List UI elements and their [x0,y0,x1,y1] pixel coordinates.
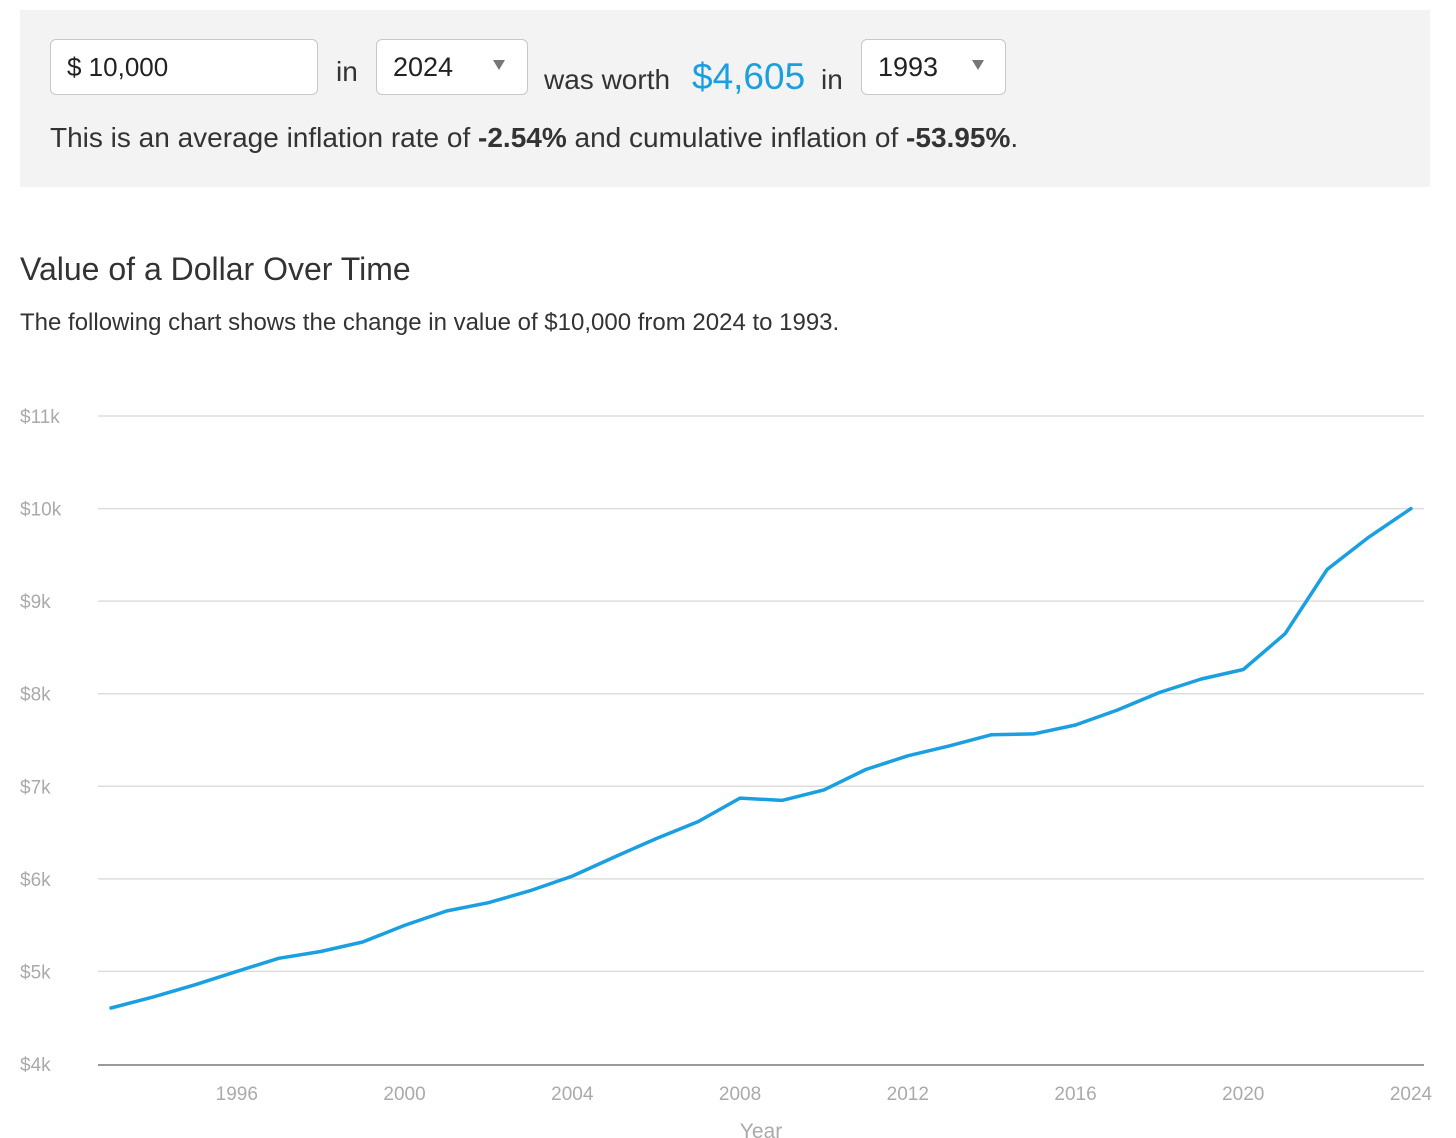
from-year-select[interactable]: 2024 [376,39,528,95]
was-worth-label: was worth [544,64,671,95]
summary-suffix: . [1010,122,1019,153]
inflation-summary: This is an average inflation rate of -2.… [50,122,1018,154]
in-label-2: in [821,64,843,95]
data-point [1200,677,1203,681]
x-tick-label: 2024 [1390,1084,1433,1105]
to-year-select[interactable]: 1993 [861,39,1006,95]
data-point [1367,535,1371,539]
data-point [1032,732,1035,736]
data-point [361,940,364,944]
x-tick-label: 2008 [719,1084,761,1105]
data-point [654,837,658,840]
chevron-down-icon [493,60,505,70]
data-point [780,799,784,802]
calculator-panel: in 2024 was worth $4,605 in 1993 This is… [20,10,1430,187]
series-line [109,506,1413,1010]
y-tick-label: $5k [20,962,51,983]
y-tick-label: $6k [20,870,51,891]
data-point [822,788,826,792]
x-tick-label: 2000 [383,1084,425,1105]
data-point [529,889,532,892]
data-point [445,909,448,913]
average-inflation-rate: -2.54% [478,122,567,153]
y-tick-label: $4k [20,1055,51,1076]
data-point [403,924,406,927]
data-point [193,983,197,986]
data-point [613,855,616,859]
x-tick-label: 2016 [1054,1084,1096,1105]
summary-prefix: This is an average inflation rate of [50,122,479,153]
y-tick-label: $9k [20,592,51,613]
y-tick-label: $7k [20,777,51,798]
x-tick-label: 2020 [1222,1084,1264,1105]
result-value: $4,605 [692,56,806,97]
data-point [906,754,909,758]
data-point [109,1006,113,1010]
chart-section-description: The following chart shows the change in … [20,309,840,336]
data-point [1242,668,1245,671]
from-year-value: 2024 [393,52,454,82]
to-year-value: 1993 [878,52,939,82]
x-tick-label: 2012 [887,1084,929,1105]
x-tick-label: 1996 [216,1084,258,1105]
data-point [1116,708,1119,712]
data-point [1158,691,1161,694]
data-point [235,970,239,973]
x-axis-title: Year [740,1120,782,1138]
x-tick-label: 2004 [551,1084,594,1105]
data-point [696,820,700,823]
data-point [1283,632,1287,635]
amount-input[interactable] [50,39,318,95]
data-point [1074,723,1077,727]
data-point [319,950,322,953]
data-point [864,768,868,771]
data-point [1409,507,1413,510]
chevron-down-icon [972,60,984,70]
data-point [151,995,155,999]
data-point [948,744,951,748]
data-point [738,796,742,800]
data-point [990,733,993,736]
data-point [487,901,490,904]
y-tick-label: $11k [20,407,60,428]
cumulative-inflation: -53.95% [906,122,1011,153]
y-tick-label: $10k [20,500,62,521]
data-point [1325,568,1329,571]
in-label: in [336,56,358,87]
data-point [277,957,280,960]
y-tick-label: $8k [20,685,51,706]
data-point [571,874,574,878]
summary-middle: and cumulative inflation of [566,122,907,153]
chart-section-title: Value of a Dollar Over Time [20,251,411,287]
